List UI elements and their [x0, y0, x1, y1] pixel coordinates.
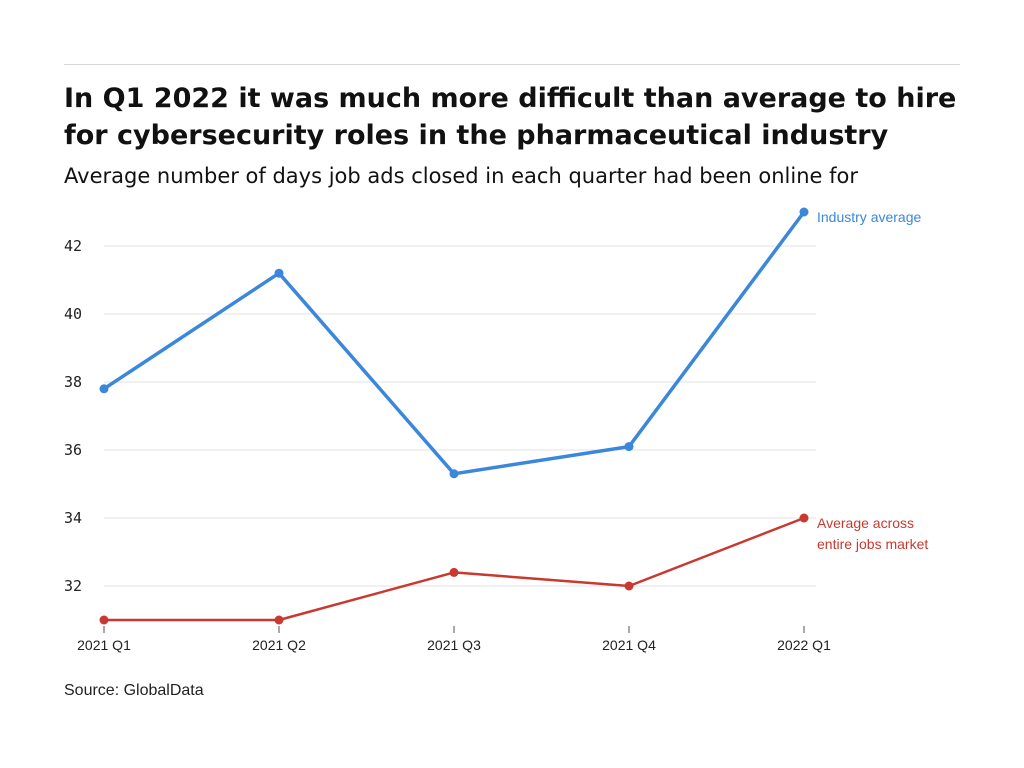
y-tick-label: 36: [64, 441, 82, 459]
series-label: Average across entire jobs market: [817, 515, 928, 552]
data-point: [799, 513, 809, 523]
x-tick-label: 2021 Q3: [427, 637, 481, 653]
chart-title: In Q1 2022 it was much more difficult th…: [64, 83, 957, 151]
y-tick-label: 40: [64, 305, 82, 323]
y-tick-label: 42: [64, 237, 82, 255]
data-point: [799, 207, 809, 217]
source-note: Source: GlobalData: [64, 682, 204, 699]
data-point: [274, 268, 284, 278]
data-point: [99, 615, 109, 625]
y-tick-label: 32: [64, 577, 82, 595]
x-tick-label: 2021 Q1: [77, 637, 131, 653]
data-point: [449, 469, 459, 479]
x-tick-label: 2021 Q2: [252, 637, 306, 653]
data-point: [449, 567, 459, 577]
data-point: [274, 615, 284, 625]
y-tick-label: 34: [64, 509, 82, 527]
data-point: [99, 384, 109, 394]
data-point: [624, 442, 634, 452]
x-tick-label: 2021 Q4: [602, 637, 656, 653]
data-point: [624, 581, 634, 591]
series-label: Industry average: [817, 209, 921, 225]
y-tick-label: 38: [64, 373, 82, 391]
x-tick-label: 2022 Q1: [777, 637, 831, 653]
series-line: [102, 210, 806, 476]
chart-subtitle: Average number of days job ads closed in…: [64, 164, 858, 188]
top-divider: [64, 64, 960, 65]
